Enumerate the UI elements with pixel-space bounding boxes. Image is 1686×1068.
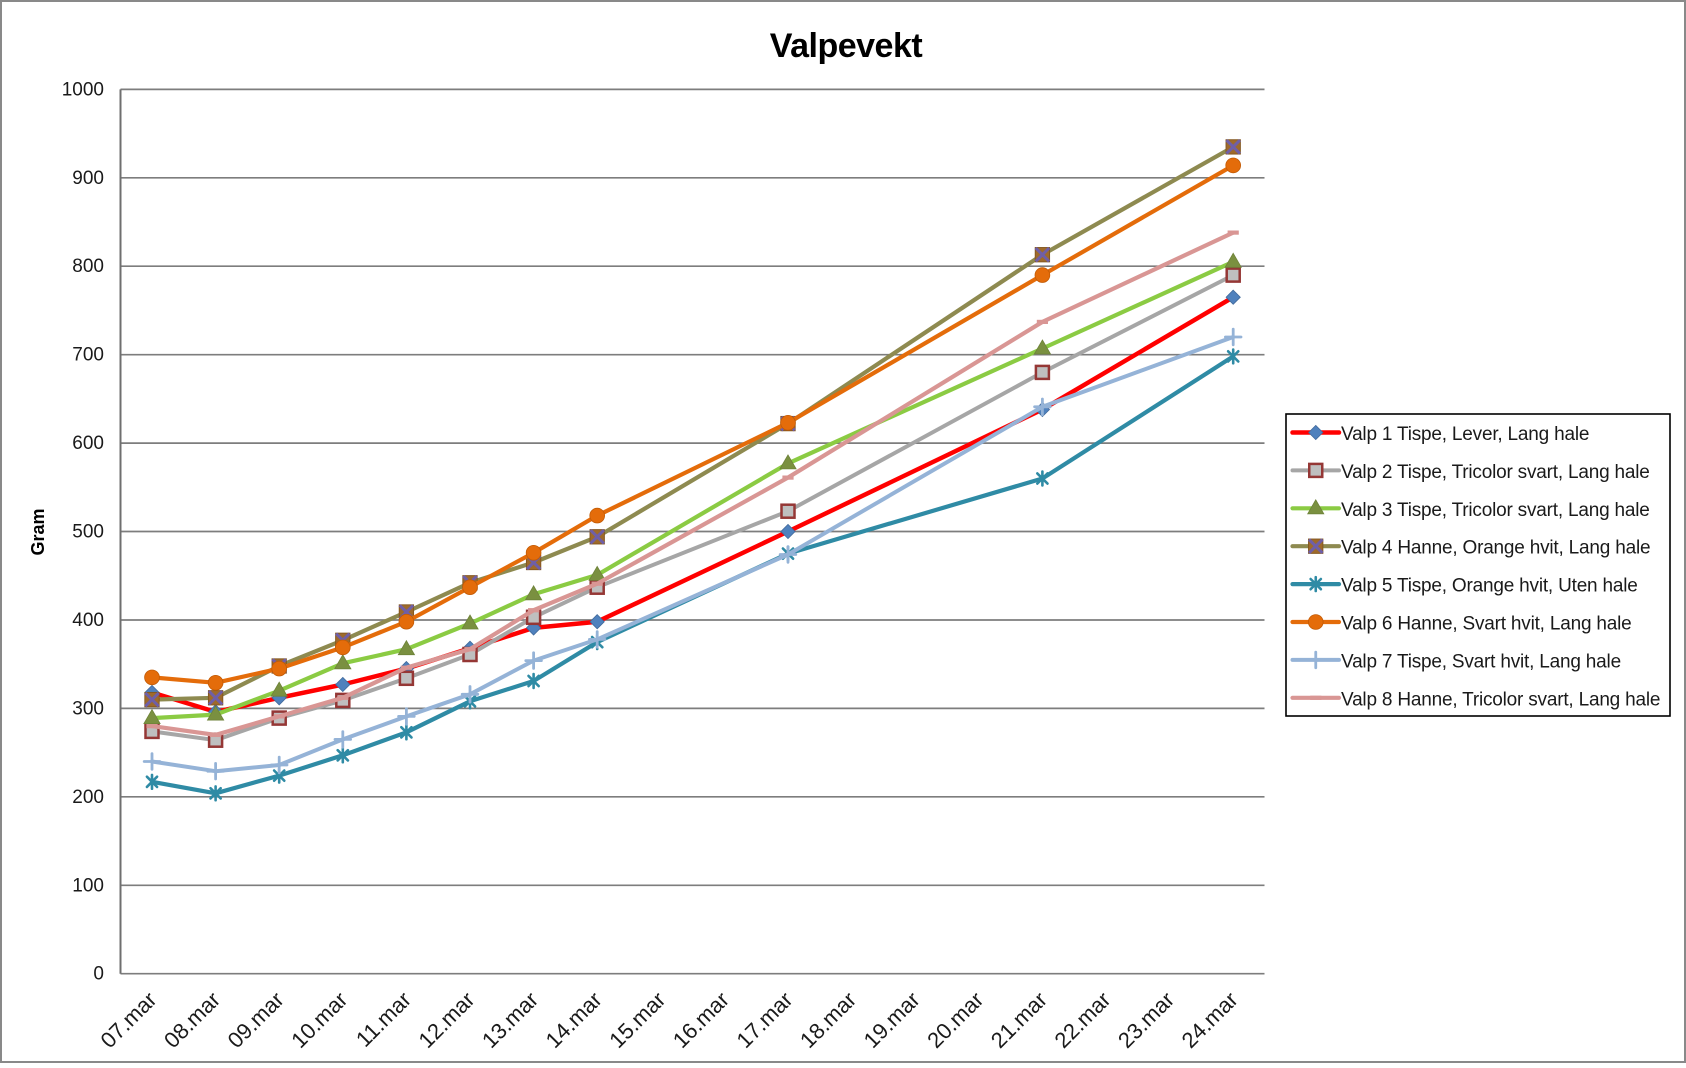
- svg-text:Valp 5 Tispe, Orange hvit, Ute: Valp 5 Tispe, Orange hvit, Uten hale: [1341, 576, 1638, 597]
- svg-text:Valp 3 Tispe, Tricolor svart,: Valp 3 Tispe, Tricolor svart, Lang hale: [1341, 500, 1650, 521]
- svg-text:200: 200: [72, 787, 104, 808]
- svg-text:500: 500: [72, 522, 104, 543]
- svg-text:Valpevekt: Valpevekt: [770, 27, 923, 65]
- svg-text:800: 800: [72, 256, 104, 277]
- svg-text:700: 700: [72, 345, 104, 366]
- svg-text:Valp 7 Tispe, Svart hvit, Lang: Valp 7 Tispe, Svart hvit, Lang hale: [1341, 651, 1621, 672]
- svg-text:Valp 1 Tispe, Lever, Lang hale: Valp 1 Tispe, Lever, Lang hale: [1341, 424, 1589, 445]
- svg-text:Valp 2 Tispe, Tricolor svart,: Valp 2 Tispe, Tricolor svart, Lang hale: [1341, 462, 1650, 483]
- svg-text:Valp 4 Hanne, Orange hvit, Lan: Valp 4 Hanne, Orange hvit, Lang hale: [1341, 538, 1650, 559]
- svg-text:Valp 8 Hanne, Tricolor svart,: Valp 8 Hanne, Tricolor svart, Lang hale: [1341, 689, 1660, 710]
- svg-text:1000: 1000: [62, 79, 104, 100]
- svg-text:Valp 6 Hanne, Svart hvit, Lang: Valp 6 Hanne, Svart hvit, Lang hale: [1341, 614, 1632, 635]
- svg-text:400: 400: [72, 610, 104, 631]
- svg-text:300: 300: [72, 698, 104, 719]
- svg-text:600: 600: [72, 433, 104, 454]
- svg-text:Gram: Gram: [28, 508, 48, 555]
- svg-text:100: 100: [72, 875, 104, 896]
- svg-text:900: 900: [72, 168, 104, 189]
- svg-text:0: 0: [93, 964, 104, 985]
